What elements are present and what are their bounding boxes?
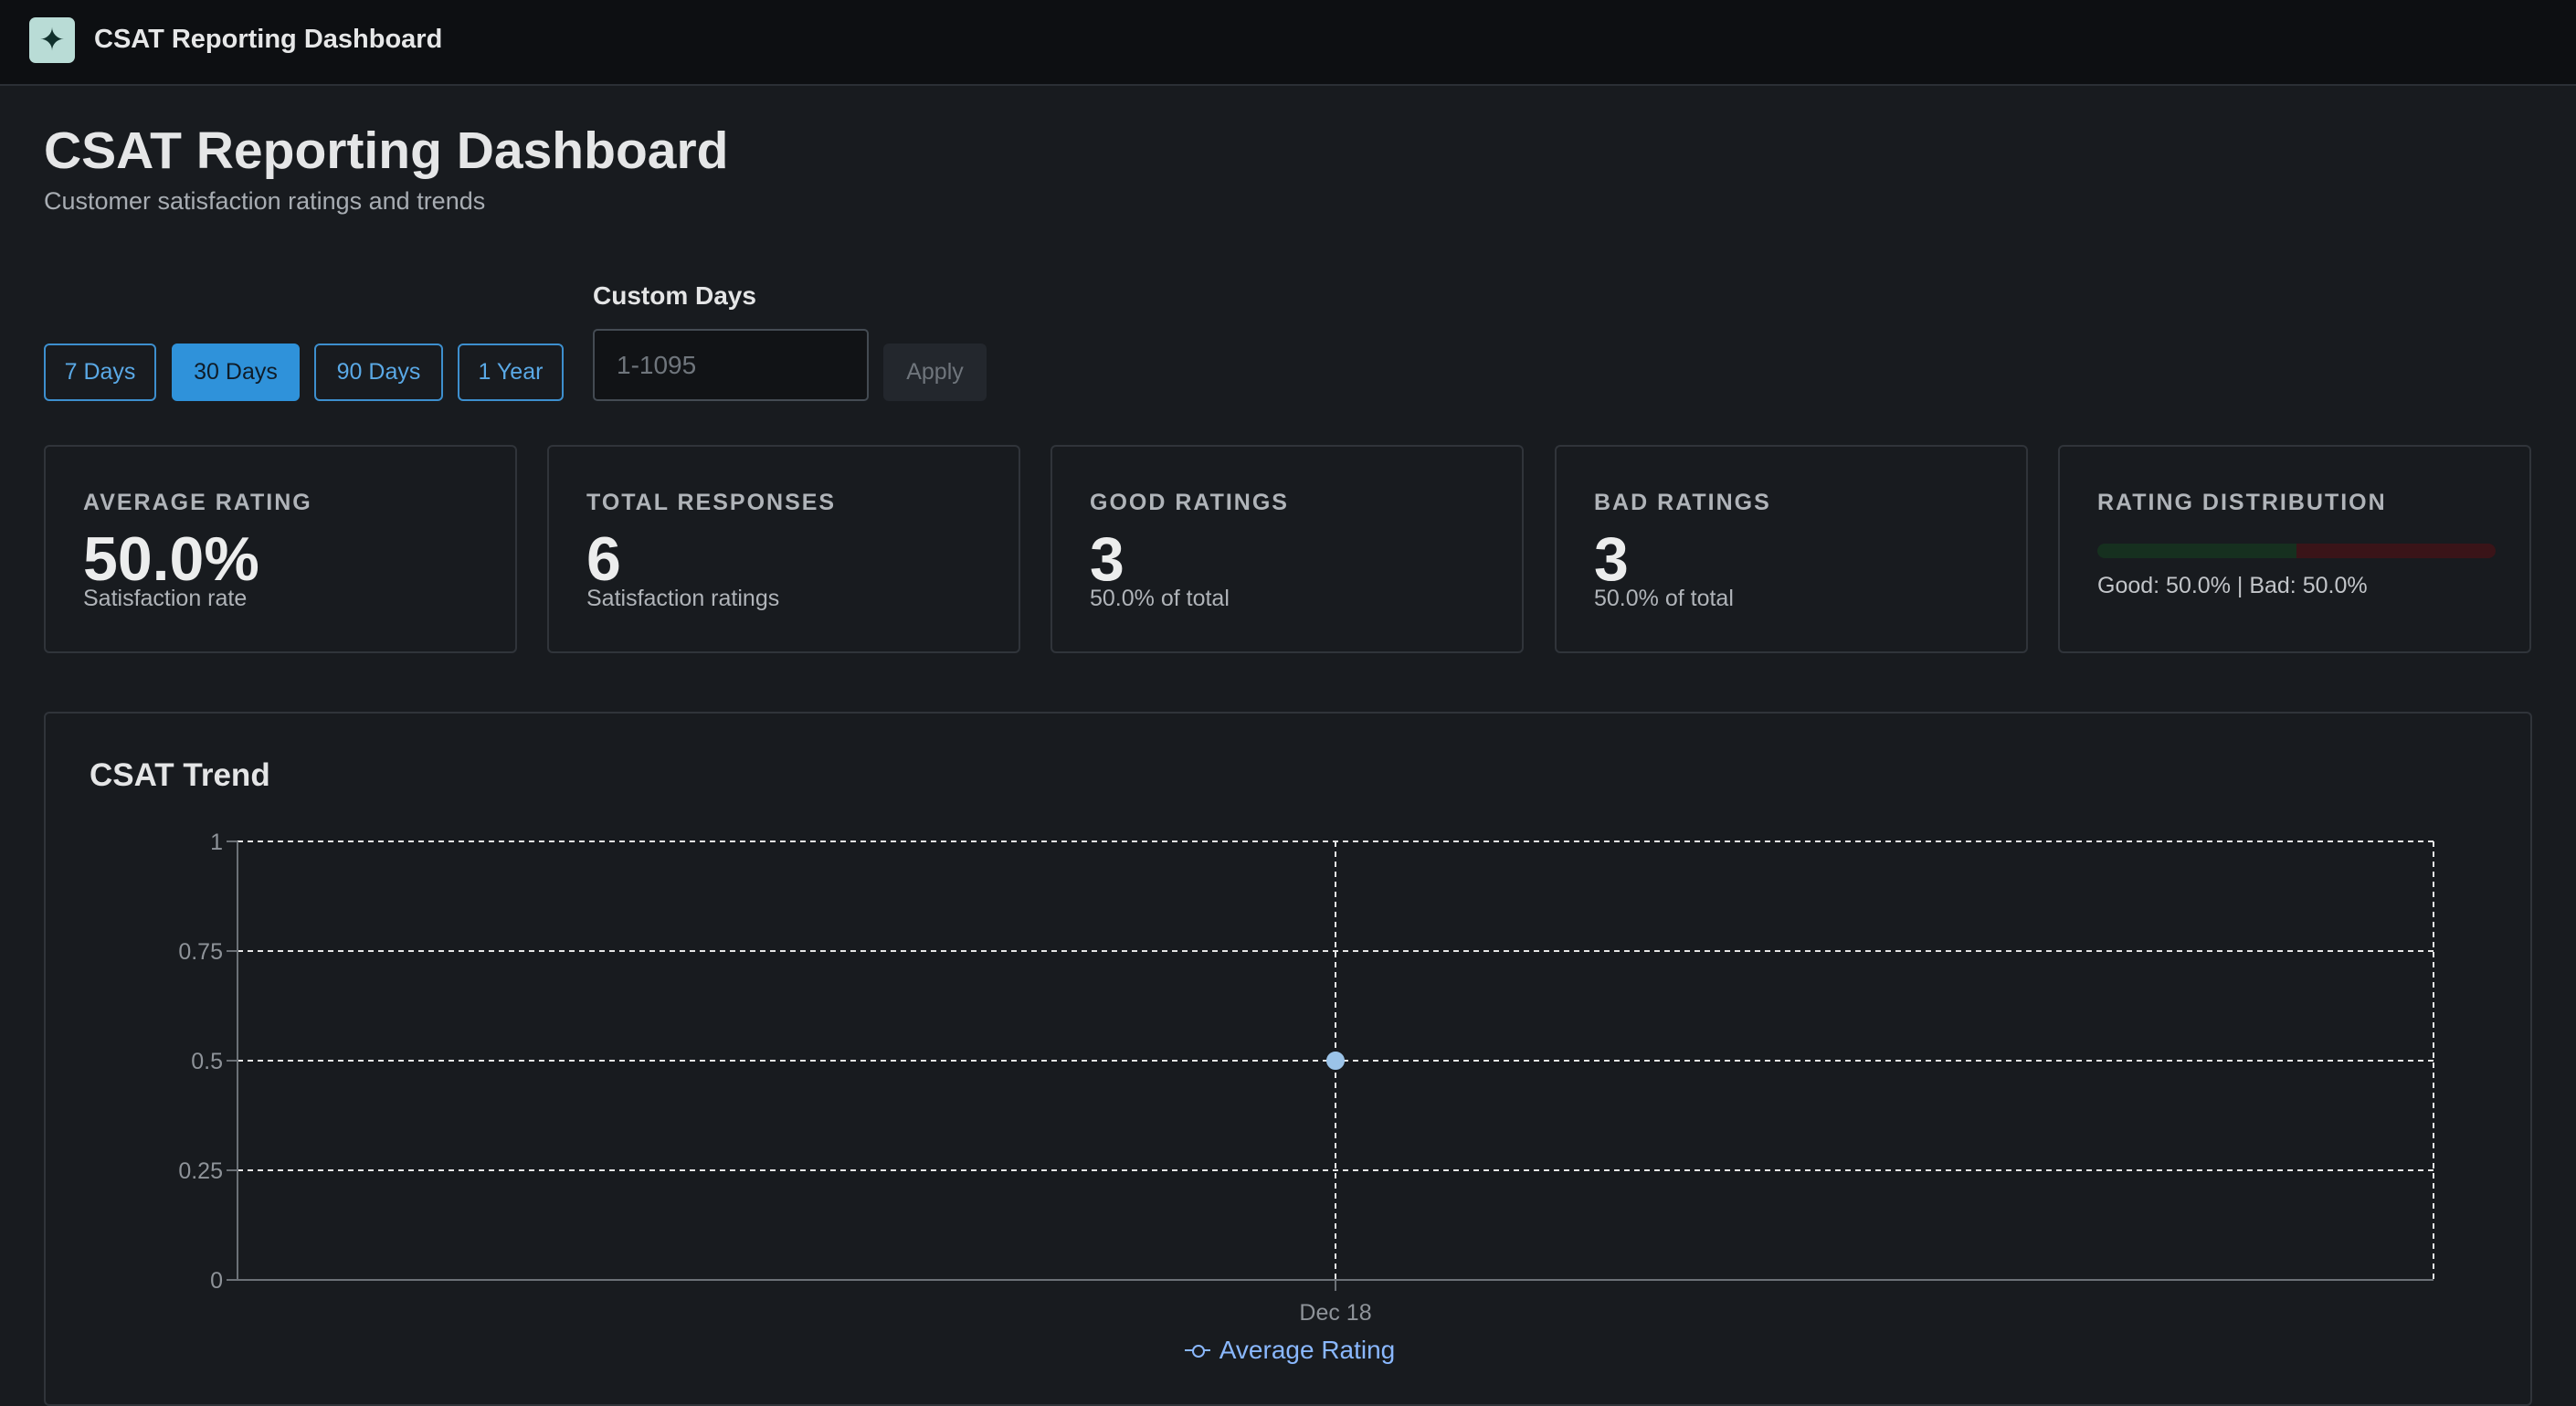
range-button-1-year[interactable]: 1 Year (458, 344, 564, 401)
y-tick-label: 0.25 (178, 1158, 223, 1184)
stat-value: 6 (586, 524, 621, 594)
y-tick-label: 0 (210, 1268, 223, 1294)
legend-label: Average Rating (1219, 1336, 1396, 1364)
stat-label: RATING DISTRIBUTION (2097, 490, 2387, 515)
csat-trend-panel: CSAT Trend 0 0.25 0.5 0.75 1 Dec 18 Average R… (44, 712, 2532, 1406)
chart-legend[interactable]: Average Rating (46, 1336, 2534, 1365)
rating-distribution-card: RATING DISTRIBUTION Good: 50.0% | Bad: 5… (2058, 445, 2531, 653)
stat-sub: 50.0% of total (1594, 586, 1734, 611)
distribution-good-segment (2097, 544, 2296, 558)
top-bar: ✦ CSAT Reporting Dashboard (0, 0, 2576, 86)
csat-trend-chart: 0 0.25 0.5 0.75 1 Dec 18 (178, 830, 2434, 1326)
distribution-bad-segment (2296, 544, 2496, 558)
custom-days-input[interactable] (593, 329, 869, 401)
stat-label: AVERAGE RATING (83, 490, 312, 515)
page-subtitle: Customer satisfaction ratings and trends (44, 187, 486, 215)
stat-sub: Satisfaction ratings (586, 586, 780, 611)
total-responses-card: TOTAL RESPONSES 6 Satisfaction ratings (547, 445, 1020, 653)
stat-sub: Satisfaction rate (83, 586, 248, 611)
apply-button[interactable]: Apply (883, 344, 987, 401)
distribution-bar (2097, 544, 2496, 558)
stat-value: 3 (1090, 524, 1124, 594)
y-tick-label: 0.5 (191, 1049, 223, 1074)
y-tick-label: 1 (210, 830, 223, 855)
stat-label: TOTAL RESPONSES (586, 490, 837, 515)
good-ratings-card: GOOD RATINGS 3 50.0% of total (1050, 445, 1524, 653)
stat-label: BAD RATINGS (1594, 490, 1771, 515)
chart-title: CSAT Trend (90, 757, 270, 793)
stat-sub: 50.0% of total (1090, 586, 1230, 611)
x-tick-label: Dec 18 (1299, 1300, 1371, 1326)
y-tick-label: 0.75 (178, 939, 223, 965)
stat-value: 50.0% (83, 524, 259, 594)
range-button-7-days[interactable]: 7 Days (44, 344, 156, 401)
stat-label: GOOD RATINGS (1090, 490, 1289, 515)
page-title: CSAT Reporting Dashboard (44, 122, 729, 180)
average-rating-card: AVERAGE RATING 50.0% Satisfaction rate (44, 445, 517, 653)
legend-line-marker-icon (1184, 1343, 1210, 1358)
stat-value: 3 (1594, 524, 1629, 594)
data-point (1326, 1052, 1345, 1070)
sparkle-icon: ✦ (29, 17, 75, 63)
range-button-30-days[interactable]: 30 Days (172, 344, 300, 401)
custom-days-label: Custom Days (593, 281, 756, 310)
range-button-90-days[interactable]: 90 Days (314, 344, 443, 401)
app-title: CSAT Reporting Dashboard (94, 25, 443, 54)
bad-ratings-card: BAD RATINGS 3 50.0% of total (1555, 445, 2028, 653)
distribution-text: Good: 50.0% | Bad: 50.0% (2097, 573, 2368, 598)
